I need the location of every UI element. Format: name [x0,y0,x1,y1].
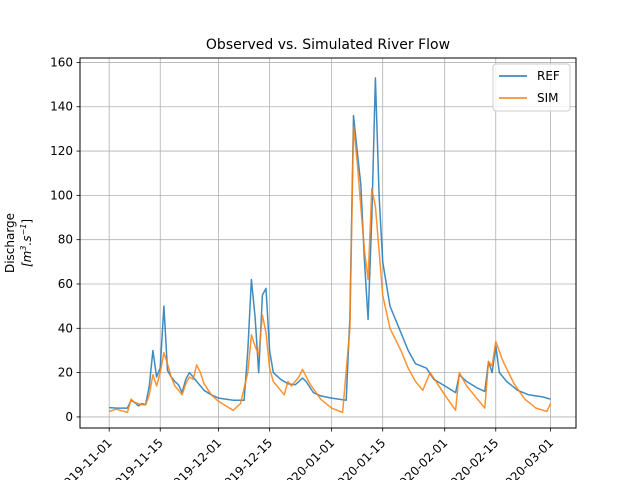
series-line-sim [108,125,552,414]
y-axis-label-line1: Discharge [3,213,17,273]
series-lines [108,77,552,414]
y-tick-label: 100 [50,188,73,202]
legend-label-ref: REF [537,69,560,83]
y-axis-ticks: 0 20 40 60 80 100 120 140 160 [50,55,80,424]
legend-label-sim: SIM [537,91,559,105]
y-tick-label: 80 [58,233,73,247]
y-tick-label: 140 [50,100,73,114]
y-tick-label: 120 [50,144,73,158]
y-tick-label: 0 [65,410,73,424]
y-axis-label: Discharge [m3.s−1] [3,213,34,273]
plot-frame [79,57,577,429]
y-tick-label: 40 [58,321,73,335]
y-tick-label: 160 [50,55,73,69]
y-tick-label: 20 [58,366,73,380]
chart-title: Observed vs. Simulated River Flow [206,37,450,53]
legend: REF SIM [492,63,571,112]
y-tick-label: 60 [58,277,73,291]
y-axis-label-line2: [m3.s−1] [19,219,34,267]
series-line-ref [109,77,551,409]
